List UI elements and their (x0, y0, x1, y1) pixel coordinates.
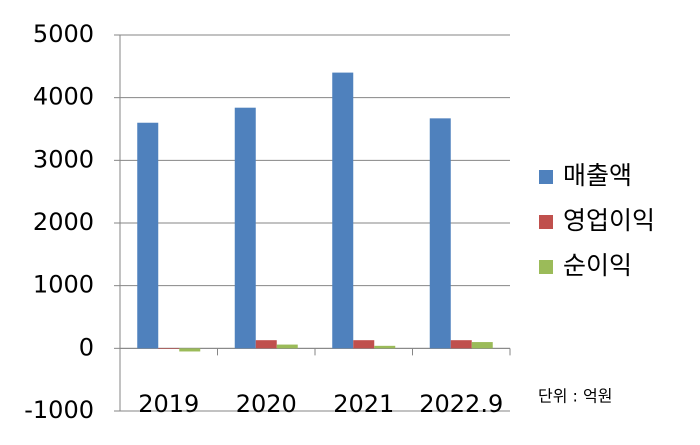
bar (276, 344, 298, 349)
bar (374, 345, 396, 349)
bar (158, 348, 180, 349)
legend-label: 매출액 (563, 161, 632, 190)
legend-label: 영업이익 (563, 206, 655, 235)
bar (429, 118, 451, 349)
bar (471, 342, 493, 349)
x-tick-label: 2020 (236, 390, 297, 418)
bar (137, 122, 159, 349)
bar (234, 107, 256, 349)
x-tick-label: 2022.9 (419, 390, 503, 418)
legend-label: 순이익 (563, 251, 632, 280)
bar (179, 348, 201, 352)
y-tick-label: 4000 (33, 83, 94, 111)
y-tick-label: 3000 (33, 145, 94, 173)
bar (255, 340, 277, 349)
bar (353, 340, 375, 349)
bar (450, 340, 472, 349)
legend-swatch (539, 170, 553, 184)
legend-swatch (539, 215, 553, 229)
y-tick-label: 0 (79, 333, 94, 361)
x-tick-label: 2019 (138, 390, 199, 418)
x-tick-label: 2021 (333, 390, 394, 418)
legend-swatch (539, 260, 553, 274)
y-tick-label: 5000 (33, 20, 94, 48)
y-tick-label: 1000 (33, 271, 94, 299)
bar (332, 72, 354, 349)
y-tick-label: -1000 (24, 396, 94, 424)
annotation: 단위 : 억원 (538, 387, 612, 406)
y-tick-label: 2000 (33, 208, 94, 236)
